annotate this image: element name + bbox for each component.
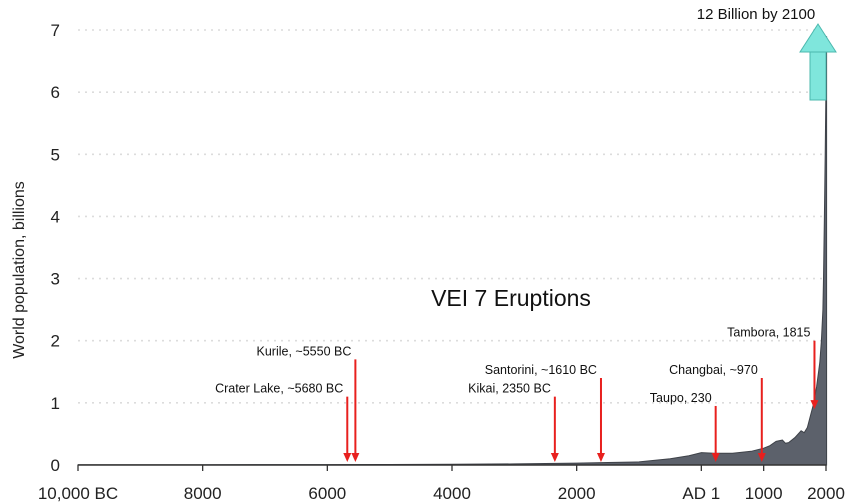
population-area [77, 36, 828, 466]
eruption-arrow-head [596, 453, 605, 462]
y-tick-label: 2 [51, 332, 60, 351]
eruption-label: Taupo, 230 [650, 391, 712, 405]
eruption-label: Kurile, ~5550 BC [257, 344, 352, 358]
y-tick-label: 3 [51, 270, 60, 289]
axis-layer: 0 1 2 3 4 5 6 7 10,000 BC 8000 6000 4000 2000 AD 1 100… [38, 21, 845, 503]
eruption-arrow-head [810, 400, 819, 410]
area-layer [77, 36, 828, 466]
y-tick-label: 0 [51, 456, 60, 475]
eruption-arrow-head [343, 453, 352, 462]
y-tick-label: 7 [51, 21, 60, 40]
x-tick-label: 1000 [745, 484, 783, 503]
eruption-arrow-head [711, 453, 720, 462]
vei7-annotation: VEI 7 Eruptions [431, 285, 591, 311]
grid-layer [78, 29, 826, 404]
y-tick-label: 1 [51, 394, 60, 413]
x-tick-label: AD 1 [682, 484, 720, 503]
eruption-label: Changbai, ~970 [669, 363, 758, 377]
eruption-label: Crater Lake, ~5680 BC [215, 382, 343, 396]
y-tick-label: 6 [51, 83, 60, 102]
x-tick-label: 2000 [558, 484, 596, 503]
up-arrow-shaft [809, 49, 827, 101]
y-axis-title: World population, billions [11, 181, 28, 359]
eruption-arrow-head [550, 453, 559, 462]
eruption-arrow-head [757, 453, 766, 462]
eruption-label: Kikai, 2350 BC [468, 382, 551, 396]
x-tick-label: 10,000 BC [38, 484, 118, 503]
y-tick-label: 5 [51, 145, 60, 164]
annotation-layer: Kurile, ~5550 BC Crater Lake, ~5680 BC Kik… [215, 23, 837, 462]
y-tick-label: 4 [51, 207, 60, 226]
top-arrow-label: 12 Billion by 2100 [697, 6, 815, 23]
eruption-label: Tambora, 1815 [727, 326, 810, 340]
up-arrow-head [799, 23, 837, 53]
eruption-arrow-head [351, 453, 360, 462]
x-tick-label: 4000 [433, 484, 471, 503]
x-tick-label: 8000 [184, 484, 222, 503]
x-tick-label: 2000 [807, 484, 845, 503]
eruption-label: Santorini, ~1610 BC [485, 363, 597, 377]
x-tick-label: 6000 [308, 484, 346, 503]
